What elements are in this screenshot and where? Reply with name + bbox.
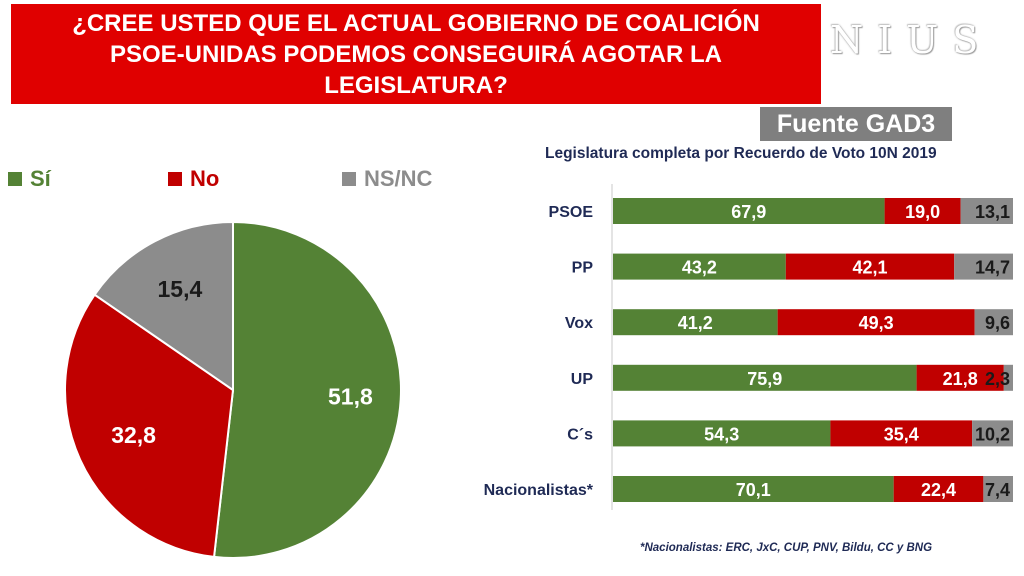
bar-segment-si (613, 364, 917, 391)
bar-segment-si (613, 253, 786, 280)
bar-label-ns: 10,2 (975, 424, 1010, 444)
bar-label-si: 70,1 (736, 480, 771, 500)
bar-label-no: 35,4 (884, 424, 919, 444)
category-label: PSOE (549, 204, 594, 221)
pie-label-no: 32,8 (111, 422, 156, 448)
bar-label-ns: 2,3 (985, 369, 1010, 389)
pie-label-si: 51,8 (328, 384, 373, 410)
category-label: UP (571, 371, 594, 388)
pie-slice-no (64, 293, 235, 559)
bar-label-ns: 13,1 (975, 202, 1010, 222)
bar-label-no: 22,4 (921, 480, 956, 500)
bar-label-no: 42,1 (852, 258, 887, 278)
bar-label-si: 75,9 (747, 369, 782, 389)
page-title: ¿CREE USTED QUE EL ACTUAL GOBIERNO DE CO… (72, 9, 760, 99)
bar-label-no: 21,8 (943, 369, 978, 389)
category-label: PP (572, 260, 594, 277)
bar-segment-si (613, 198, 885, 224)
nius-logo: NIUS (830, 18, 993, 62)
bar-label-si: 67,9 (731, 202, 766, 222)
legend-label-no: No (190, 166, 220, 191)
legend-swatch-ns (342, 172, 356, 186)
footnote: *Nacionalistas: ERC, JxC, CUP, PNV, Bild… (640, 542, 933, 554)
category-label: Vox (565, 315, 593, 332)
bar-segment-ns (960, 198, 1013, 224)
bar-label-ns: 9,6 (985, 313, 1010, 333)
bar-segment-ns (954, 253, 1013, 280)
stacked-bar-chart: PSOE 67,9 19,0 13,1 PP 43,2 42,1 14,7 Vox 41,2 49,… (484, 184, 1013, 510)
bar-label-si: 54,3 (704, 424, 739, 444)
bar-segment-no (785, 253, 955, 280)
bar-label-si: 41,2 (678, 313, 713, 333)
pie-chart: 51,8 32,8 15,4 (64, 220, 402, 559)
bar-segment-no (916, 364, 1004, 391)
bar-segment-si (613, 420, 831, 447)
bar-label-ns: 7,4 (985, 480, 1010, 500)
legend-swatch-no (168, 172, 182, 186)
bar-segment-no (777, 309, 975, 336)
legend-swatch-si (8, 172, 22, 186)
bar-label-si: 43,2 (682, 258, 717, 278)
source-badge: Fuente GAD3 (760, 107, 952, 141)
legend-item-no: No (168, 166, 219, 192)
bar-segment-ns (972, 420, 1013, 447)
legend-label-si: Sí (30, 166, 51, 191)
bar-segment-ns (1003, 364, 1013, 391)
pie-label-ns: 15,4 (158, 276, 203, 302)
pie-slice-si (212, 220, 402, 559)
bar-segment-no (893, 476, 984, 502)
legend-item-si: Sí (8, 166, 51, 192)
bar-segment-no (884, 198, 961, 224)
bar-segment-si (613, 309, 778, 336)
bar-segment-no (830, 420, 973, 447)
bar-segment-si (613, 476, 894, 502)
bar-label-no: 49,3 (859, 313, 894, 333)
title-banner: ¿CREE USTED QUE EL ACTUAL GOBIERNO DE CO… (11, 4, 821, 104)
legend-label-ns: NS/NC (364, 166, 433, 191)
bar-segment-ns (974, 309, 1013, 336)
pie-slice-ns (93, 220, 234, 392)
bar-label-ns: 14,7 (975, 258, 1010, 278)
bar-chart-title: Legislatura completa por Recuerdo de Vot… (545, 145, 937, 162)
bar-segment-ns (983, 476, 1013, 502)
legend-item-ns: NS/NC (342, 166, 432, 192)
bar-label-no: 19,0 (905, 202, 940, 222)
category-label: Nacionalistas* (484, 482, 594, 499)
category-label: C´s (567, 426, 593, 443)
